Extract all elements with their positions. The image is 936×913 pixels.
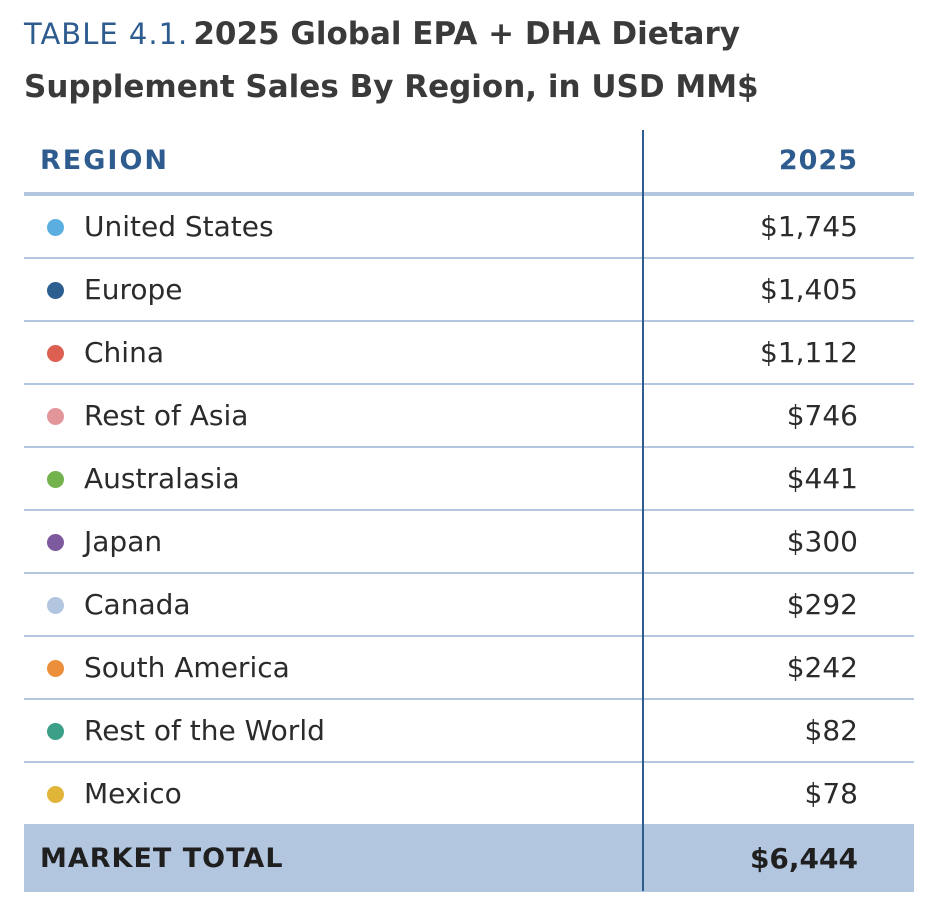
region-color-dot-icon [47, 282, 64, 299]
table-row: Rest of the World $82 [24, 700, 914, 763]
total-value: $6,444 [749, 842, 858, 875]
region-sales-value: $242 [786, 651, 858, 684]
region-name: Australasia [84, 462, 240, 495]
sales-table: REGION 2025 United States $1,745 Europe $1,… [24, 130, 914, 892]
region-sales-value: $1,745 [760, 210, 858, 243]
region-name: United States [84, 210, 274, 243]
region-color-dot-icon [47, 408, 64, 425]
column-divider [642, 130, 644, 891]
title-text-line-1: 2025 Global EPA + DHA Dietary [193, 16, 740, 52]
table-number-label: TABLE 4.1. [24, 17, 189, 51]
region-color-dot-icon [47, 597, 64, 614]
table-row: Rest of Asia $746 [24, 385, 914, 448]
table-body: United States $1,745 Europe $1,405 China $1,1… [24, 196, 914, 826]
region-name: South America [84, 651, 290, 684]
table-header-row: REGION 2025 [24, 130, 914, 196]
table-row: China $1,112 [24, 322, 914, 385]
table-row: Europe $1,405 [24, 259, 914, 322]
region-sales-value: $78 [804, 777, 858, 810]
region-name: Rest of Asia [84, 399, 249, 432]
title-text-line-2: Supplement Sales By Region, in USD MM$ [24, 69, 759, 105]
table-row: Australasia $441 [24, 448, 914, 511]
region-name: Mexico [84, 777, 182, 810]
region-sales-value: $300 [786, 525, 858, 558]
region-name: Canada [84, 588, 191, 621]
region-sales-value: $746 [786, 399, 858, 432]
total-row: MARKET TOTAL $6,444 [24, 826, 914, 892]
header-year: 2025 [778, 145, 858, 176]
header-region: REGION [40, 145, 169, 176]
region-color-dot-icon [47, 471, 64, 488]
region-sales-value: $441 [786, 462, 858, 495]
region-sales-value: $1,405 [760, 273, 858, 306]
region-name: Japan [84, 525, 163, 558]
title-line-1: TABLE 4.1. 2025 Global EPA + DHA Dietary [24, 10, 924, 63]
region-sales-value: $292 [786, 588, 858, 621]
region-color-dot-icon [47, 219, 64, 236]
table-row: Japan $300 [24, 511, 914, 574]
table-row: Mexico $78 [24, 763, 914, 826]
region-name: China [84, 336, 164, 369]
region-name: Europe [84, 273, 183, 306]
region-color-dot-icon [47, 723, 64, 740]
region-sales-value: $1,112 [760, 336, 858, 369]
region-color-dot-icon [47, 345, 64, 362]
region-color-dot-icon [47, 534, 64, 551]
total-label: MARKET TOTAL [40, 843, 284, 874]
region-color-dot-icon [47, 660, 64, 677]
region-color-dot-icon [47, 786, 64, 803]
region-sales-value: $82 [804, 714, 858, 747]
table-row: Canada $292 [24, 574, 914, 637]
table-title: TABLE 4.1. 2025 Global EPA + DHA Dietary… [24, 10, 924, 111]
table-row: South America $242 [24, 637, 914, 700]
table-row: United States $1,745 [24, 196, 914, 259]
region-name: Rest of the World [84, 714, 325, 747]
